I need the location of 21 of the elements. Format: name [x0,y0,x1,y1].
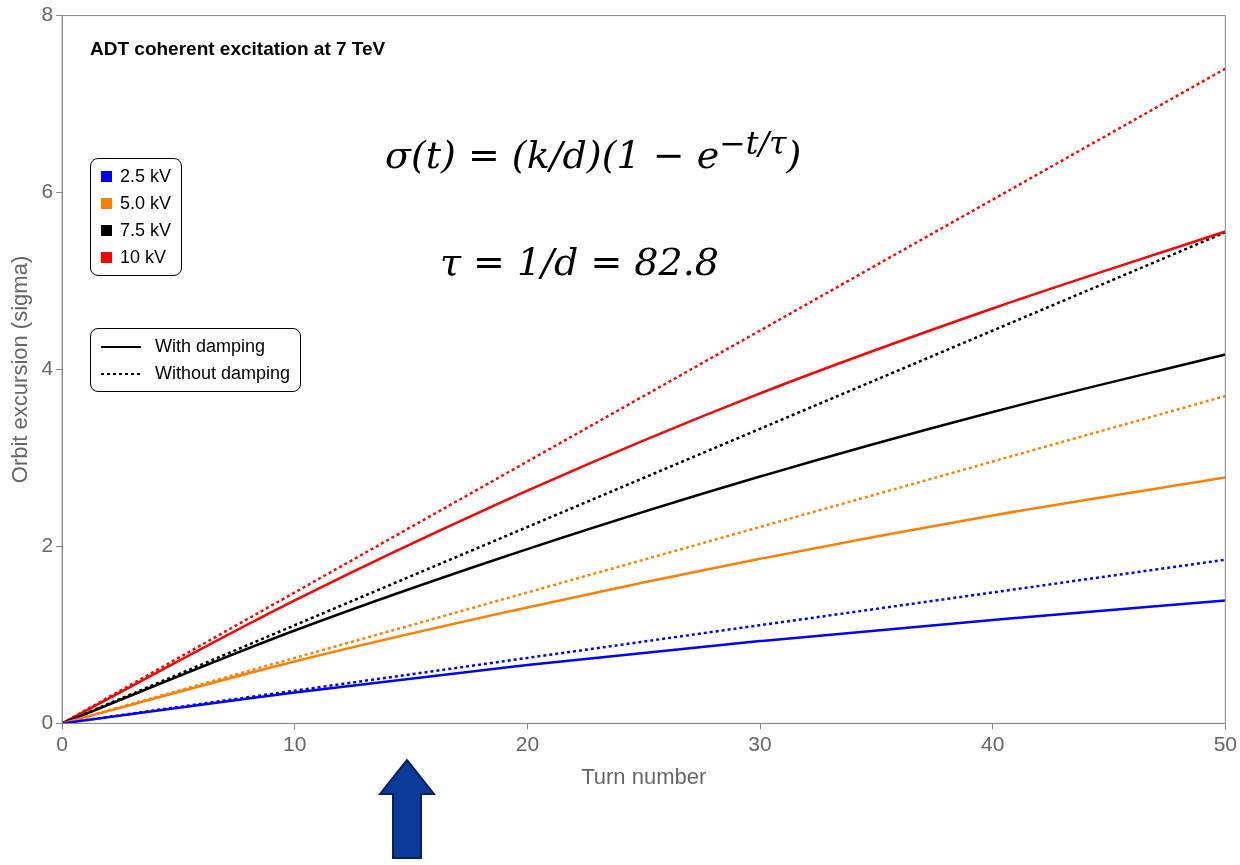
x-tick-label: 30 [748,731,772,755]
y-tick-label: 4 [41,356,54,380]
annotation: Without damping [155,363,291,384]
legend-label: 10 kV [120,247,167,268]
x-tick-label: 50 [1213,731,1237,755]
annotation: τ = 1/d = 82.8 [440,240,719,284]
x-tick-label: 10 [283,731,307,755]
x-axis-title: Turn number [581,763,707,789]
legend-label: 2.5 kV [120,166,172,187]
y-tick-label: 0 [41,710,54,734]
x-tick-label: 40 [980,731,1005,755]
y-tick-label: 8 [41,2,54,26]
annotation: σ(t) = (k/d)(1 − e$^{−t/τ}$) [385,125,802,177]
y-tick-label: 6 [41,179,54,203]
legend-label: 7.5 kV [120,220,172,241]
y-tick-label: 2 [41,533,54,557]
annotation: With damping [155,336,266,357]
x-tick-label: 20 [515,731,540,755]
text: ADT coherent excitation at 7 TeV [90,38,386,60]
y-axis-title: Orbit excursion (sigma) [7,255,33,484]
legend-label: 5.0 kV [120,193,172,214]
